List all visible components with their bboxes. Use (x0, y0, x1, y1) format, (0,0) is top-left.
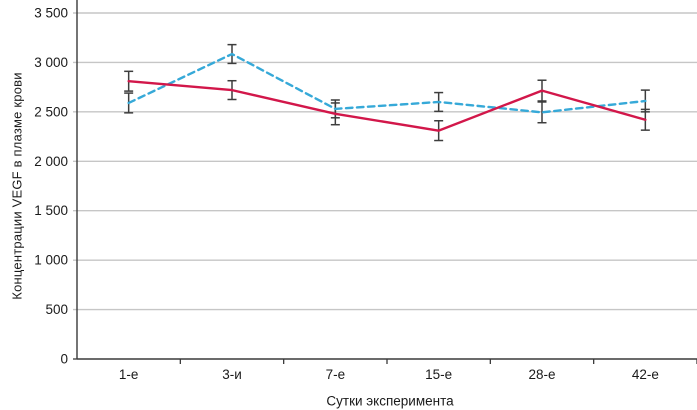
x-tick-label: 15-е (425, 367, 452, 382)
y-tick-label: 500 (45, 302, 68, 317)
x-tick-label: 1-е (119, 367, 139, 382)
y-axis-title: Концентрации VEGF в плазме крови (9, 72, 25, 300)
y-tick-label: 0 (60, 352, 68, 367)
y-tick-label: 2 000 (34, 154, 68, 169)
red-solid-series-line (127, 80, 647, 132)
y-tick-label: 1 500 (34, 203, 68, 218)
y-tick-label: 3 000 (34, 55, 68, 70)
blue-dashed-series-line (127, 52, 647, 114)
x-tick-label: 28-е (528, 367, 555, 382)
x-axis-title: Сутки эксперимента (326, 393, 454, 409)
y-tick-label: 2 500 (34, 104, 68, 119)
x-tick-label: 7-е (326, 367, 346, 382)
x-tick-label: 42-е (632, 367, 659, 382)
x-tick-label: 3-и (222, 367, 242, 382)
y-tick-label: 1 000 (34, 253, 68, 268)
y-tick-label: 3 500 (34, 6, 68, 21)
